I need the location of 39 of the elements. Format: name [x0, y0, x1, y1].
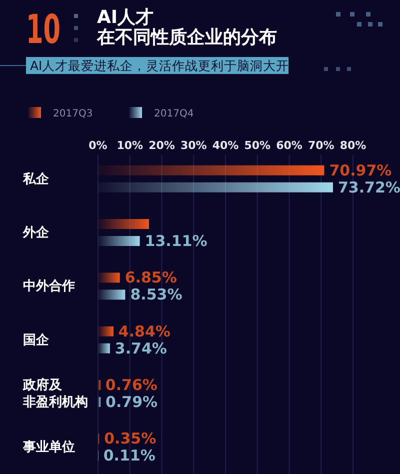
data-label: 8.53%: [130, 286, 182, 304]
data-label: 3.74%: [114, 339, 167, 358]
x-tick-label: 10%: [116, 139, 144, 152]
data-label: 0.76%: [105, 376, 158, 394]
bar: [98, 219, 149, 229]
bar: [98, 326, 114, 336]
chart-title: AI人才在不同性质企业的分布: [96, 7, 277, 48]
y-tick-label: 政府及非盈利机构: [22, 376, 88, 410]
y-tick-label: 私企: [22, 171, 50, 186]
text: 10: [26, 6, 60, 53]
bar: [98, 290, 126, 300]
x-tick-label: 20%: [148, 139, 175, 152]
bar: [98, 236, 140, 246]
legend-label: 2017Q4: [154, 108, 194, 120]
x-tick-label: 70%: [308, 139, 334, 152]
x-tick-label: 0%: [88, 139, 108, 152]
x-tick-label: 40%: [212, 139, 239, 152]
data-label: 73.72%: [338, 178, 400, 196]
data-label: 0.11%: [103, 446, 156, 465]
y-tick-label: 外企: [22, 225, 50, 240]
bar: [98, 343, 110, 354]
x-tick-label: 30%: [180, 139, 207, 152]
data-label: 0.79%: [106, 393, 158, 411]
bar: [98, 165, 324, 176]
x-tick-label: 50%: [244, 139, 271, 152]
legend-label: 2017Q3: [53, 108, 93, 120]
x-tick-label: 80%: [340, 139, 366, 152]
data-label: 13.11%: [144, 232, 208, 250]
bar: [98, 397, 101, 407]
bar: [98, 272, 120, 283]
bar: [98, 182, 333, 192]
data-label: 4.84%: [118, 322, 170, 340]
y-tick-label: 中外合作: [23, 278, 75, 294]
data-label: 6.85%: [124, 268, 177, 287]
y-tick-label: 事业单位: [22, 438, 75, 455]
data-label: 0.35%: [104, 430, 156, 448]
data-label: 70.97%: [329, 161, 392, 180]
x-tick-label: 60%: [276, 139, 302, 152]
y-tick-label: 国企: [23, 332, 50, 348]
